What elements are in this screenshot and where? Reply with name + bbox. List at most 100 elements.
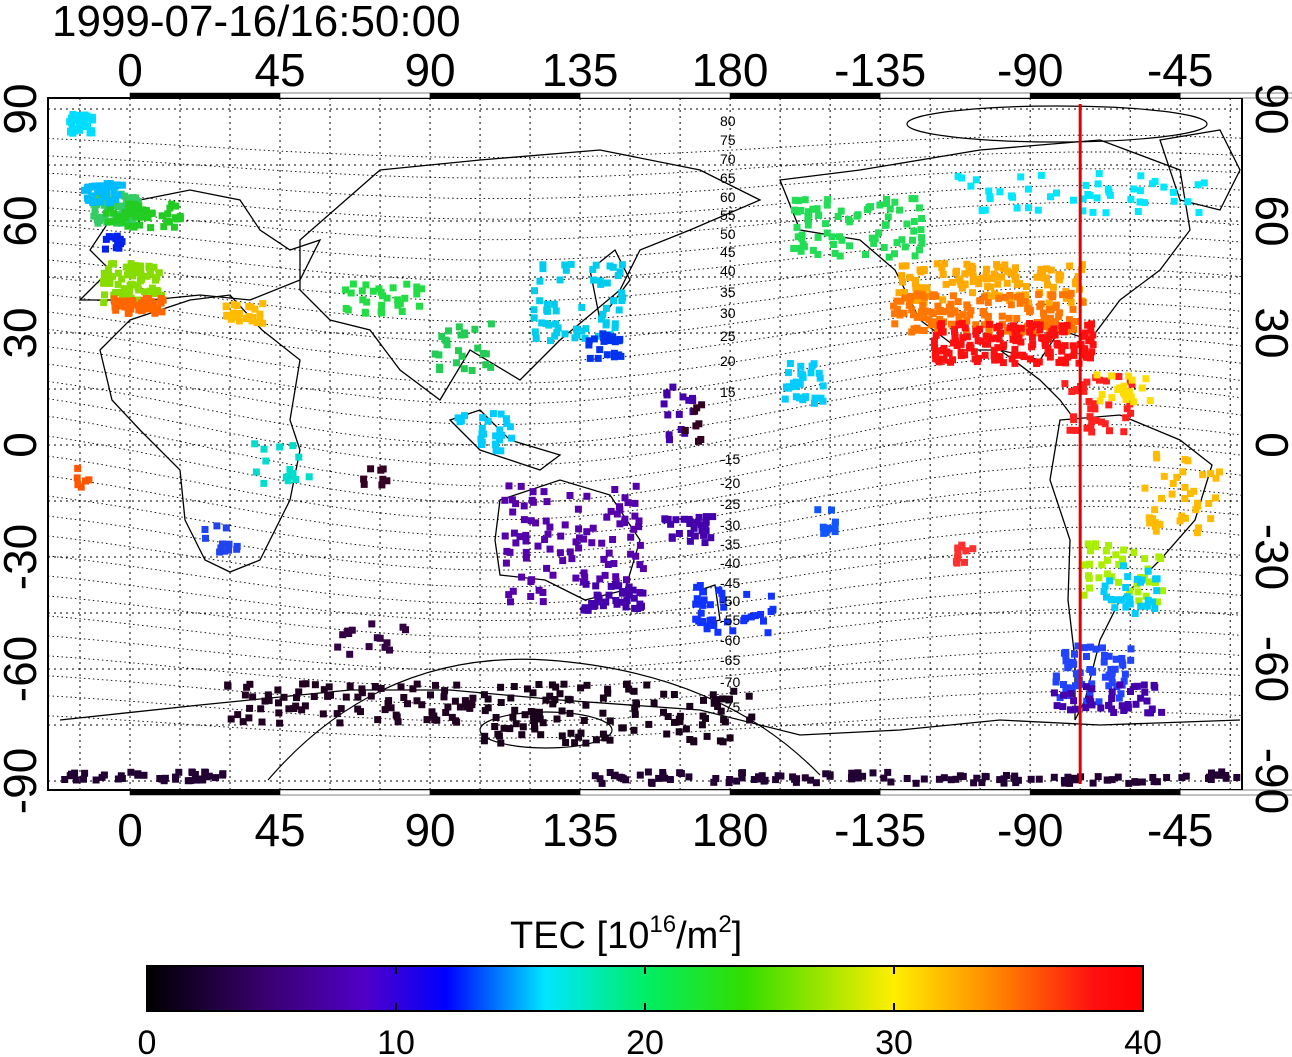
tec-cell	[616, 520, 624, 528]
tec-cell	[1195, 524, 1203, 532]
tec-cell	[592, 261, 600, 269]
tec-cell	[497, 699, 505, 706]
tec-cell	[122, 263, 130, 271]
tec-cell	[114, 288, 122, 296]
tec-cell	[582, 739, 590, 747]
tec-cell	[1122, 584, 1130, 591]
tec-cell	[1066, 779, 1074, 787]
tec-cell	[1105, 652, 1113, 660]
tec-cell	[794, 233, 802, 241]
tec-cell	[709, 691, 717, 699]
tec-cell	[592, 736, 600, 744]
tec-cell	[1026, 306, 1034, 314]
tec-cell	[985, 328, 993, 336]
tec-cell	[344, 306, 352, 314]
tec-cell	[986, 195, 994, 203]
tec-cell	[1070, 196, 1077, 204]
tec-cell	[560, 680, 568, 688]
tec-cell	[508, 434, 516, 442]
tec-cell	[1118, 655, 1126, 662]
tec-cell	[911, 252, 919, 260]
tec-cell	[158, 775, 166, 783]
tec-cell	[1123, 593, 1131, 601]
tec-cell	[942, 280, 950, 288]
tec-cell	[383, 294, 391, 302]
tec-cell	[585, 341, 593, 349]
magnetic-contour	[47, 386, 1243, 466]
tec-cell	[699, 526, 707, 534]
tec-cell	[947, 776, 955, 784]
tec-cell	[1073, 386, 1081, 393]
tec-cell	[148, 209, 156, 217]
tec-cell	[1039, 335, 1047, 343]
tec-cell	[143, 272, 151, 280]
tec-cell	[1059, 703, 1067, 711]
tec-cell	[567, 729, 575, 737]
magnetic-latitude-label: 15	[720, 384, 736, 400]
tec-cell	[512, 539, 520, 547]
tec-cell	[758, 772, 766, 780]
tec-cell	[371, 683, 379, 690]
tec-cell	[76, 126, 83, 134]
tec-cell	[1093, 194, 1101, 202]
tec-cell	[497, 739, 505, 747]
tec-cell	[1099, 644, 1106, 652]
tec-cell	[339, 631, 347, 639]
tec-cell	[601, 571, 609, 579]
tec-cell	[838, 236, 846, 244]
tec-cell	[746, 716, 754, 724]
map-panel: 80 75 70 65 60 55 50 45 40 35 30 25 20 15 -15 -20 -25 -30…	[47, 92, 1292, 796]
tec-cell	[934, 326, 942, 333]
tec-cell	[1098, 561, 1106, 569]
tec-cell	[129, 217, 137, 225]
tec-cell	[1125, 372, 1133, 380]
tec-cell	[757, 611, 765, 618]
tec-cell	[1080, 387, 1088, 395]
tec-cell	[687, 529, 695, 537]
tec-cell	[536, 297, 544, 305]
tec-cell	[544, 307, 551, 315]
tec-cell	[1163, 774, 1171, 781]
tec-cell	[912, 779, 920, 787]
tec-cell	[509, 713, 517, 721]
tec-cell	[418, 285, 425, 293]
tec-cell	[1137, 172, 1145, 180]
tec-cell	[101, 214, 109, 222]
tec-cell	[557, 532, 565, 540]
tec-cell	[709, 616, 717, 624]
tec-cell	[605, 549, 613, 557]
tec-cell	[948, 278, 956, 286]
tec-cell	[94, 188, 102, 196]
tec-cell	[460, 365, 468, 373]
tec-cell	[249, 693, 257, 701]
tec-cell	[645, 720, 653, 728]
tec-cell	[1094, 180, 1102, 188]
tec-cell	[1100, 658, 1108, 666]
tec-cell	[1098, 391, 1106, 398]
tec-cell	[1094, 773, 1102, 781]
tec-cell	[1181, 495, 1189, 502]
tec-cell	[66, 118, 74, 126]
tec-cell	[613, 600, 621, 608]
tec-cell	[914, 292, 922, 300]
tec-cell	[694, 599, 702, 607]
tec-cell	[1037, 171, 1045, 179]
tec-cell	[970, 779, 978, 787]
tec-cell	[961, 558, 968, 566]
right-latitude-label: 90	[1246, 83, 1292, 134]
tec-cell	[1125, 600, 1133, 608]
tec-cell	[1058, 347, 1066, 355]
tec-cell	[901, 294, 909, 302]
tec-cell	[1151, 605, 1159, 612]
tec-cell	[86, 183, 94, 191]
tec-cell	[1066, 262, 1074, 270]
tec-cell	[675, 728, 683, 736]
tec-cell	[1103, 377, 1110, 385]
tec-cell	[71, 114, 79, 122]
tec-cell	[133, 301, 141, 309]
tec-cell	[496, 426, 504, 434]
tec-cell	[1061, 380, 1069, 388]
tec-cell	[1029, 321, 1036, 329]
tec-cell	[140, 288, 148, 296]
tec-cell	[981, 321, 988, 329]
